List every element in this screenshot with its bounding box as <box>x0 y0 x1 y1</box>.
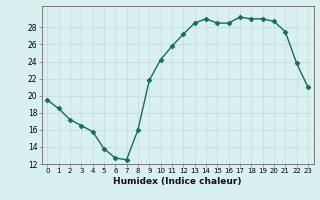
X-axis label: Humidex (Indice chaleur): Humidex (Indice chaleur) <box>113 177 242 186</box>
